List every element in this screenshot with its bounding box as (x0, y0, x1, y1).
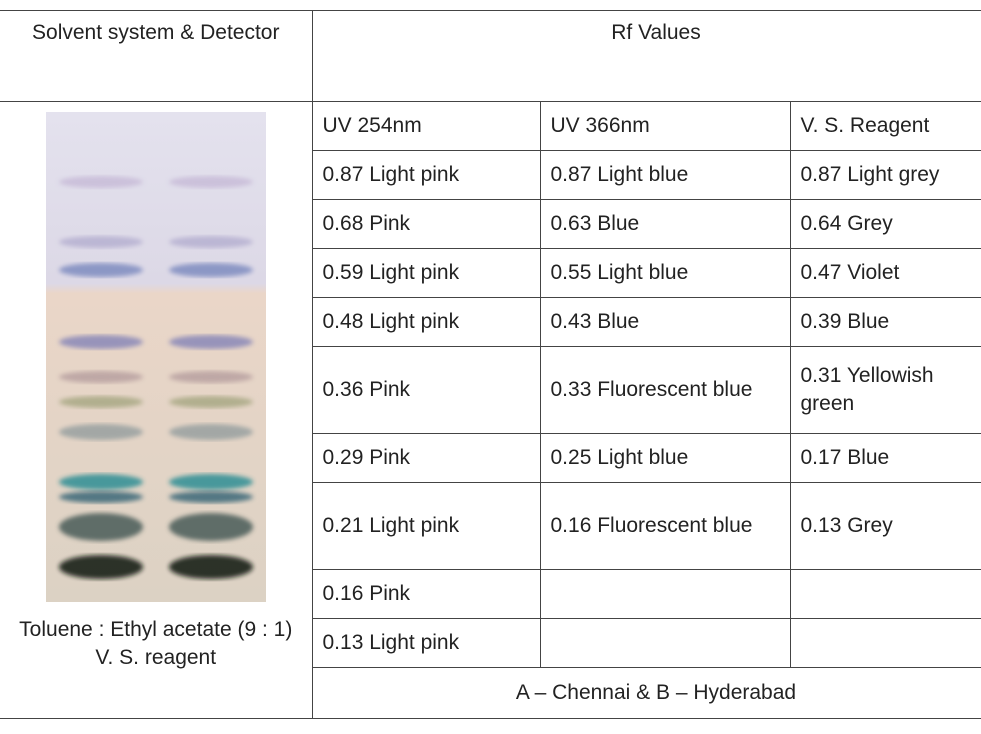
table-cell: 0.64 Grey (790, 200, 981, 249)
band (59, 335, 143, 349)
band (59, 371, 143, 383)
band (169, 491, 253, 503)
table-cell: V. S. Reagent (790, 102, 981, 151)
band (169, 335, 253, 349)
band (169, 555, 253, 579)
table-cell: 0.87 Light grey (790, 151, 981, 200)
table-cell: 0.29 Pink (312, 434, 540, 483)
cell-text: 0.21 Light pink (323, 514, 460, 537)
table-cell: 0.13 Light pink (312, 619, 540, 668)
caption: Toluene : Ethyl acetate (9 : 1)V. S. rea… (4, 616, 308, 672)
table-cell: 0.13 Grey (790, 483, 981, 570)
cell-text: 0.47 Violet (801, 261, 900, 284)
band (59, 176, 143, 188)
caption-line: Toluene : Ethyl acetate (9 : 1) (4, 616, 308, 644)
header-text: Solvent system & Detector (32, 21, 279, 44)
header-text: Rf Values (611, 21, 701, 44)
tlc-plate (46, 112, 266, 602)
band (169, 176, 253, 188)
band (59, 491, 143, 503)
table-cell: 0.43 Blue (540, 298, 790, 347)
cell-text: UV 254nm (323, 114, 422, 137)
table-cell: 0.16 Pink (312, 570, 540, 619)
band (59, 263, 143, 277)
table-cell: 0.55 Light blue (540, 249, 790, 298)
table-cell: 0.36 Pink (312, 347, 540, 434)
cell-text: 0.55 Light blue (551, 261, 689, 284)
table-cell (540, 619, 790, 668)
cell-text: 0.29 Pink (323, 446, 411, 469)
cell-text: 0.16 Fluorescent blue (551, 514, 753, 537)
cell-text: 0.64 Grey (801, 212, 893, 235)
table-cell: 0.39 Blue (790, 298, 981, 347)
table-cell: 0.21 Light pink (312, 483, 540, 570)
table-cell: 0.16 Fluorescent blue (540, 483, 790, 570)
table-cell: 0.59 Light pink (312, 249, 540, 298)
cell-text: UV 366nm (551, 114, 650, 137)
subheader-row: Toluene : Ethyl acetate (9 : 1)V. S. rea… (0, 102, 981, 151)
cell-text: 0.31 Yellowish green (801, 364, 934, 415)
cell-text: 0.87 Light blue (551, 163, 689, 186)
table-cell: 0.87 Light blue (540, 151, 790, 200)
cell-text: 0.43 Blue (551, 310, 640, 333)
footer-text: A – Chennai & B – Hyderabad (516, 681, 796, 704)
table-cell: 0.33 Fluorescent blue (540, 347, 790, 434)
table-cell (790, 570, 981, 619)
table-cell: 0.31 Yellowish green (790, 347, 981, 434)
band (169, 424, 253, 440)
cell-text: 0.13 Light pink (323, 631, 460, 654)
plate-cell: Toluene : Ethyl acetate (9 : 1)V. S. rea… (0, 102, 312, 719)
page: Solvent system & Detector Rf Values Tolu… (0, 0, 981, 734)
cell-text: 0.59 Light pink (323, 261, 460, 284)
table-cell: 0.17 Blue (790, 434, 981, 483)
cell-text: V. S. Reagent (801, 114, 930, 137)
cell-text: 0.36 Pink (323, 378, 411, 401)
table-cell (790, 619, 981, 668)
header-cell: Solvent system & Detector (0, 11, 312, 102)
band (169, 263, 253, 277)
band (59, 555, 143, 579)
band (59, 474, 143, 490)
cell-text: 0.16 Pink (323, 582, 411, 605)
cell-text: 0.33 Fluorescent blue (551, 378, 753, 401)
cell-text: 0.87 Light grey (801, 163, 940, 186)
table-cell: UV 366nm (540, 102, 790, 151)
cell-text: 0.39 Blue (801, 310, 890, 333)
band (59, 396, 143, 408)
footer-cell: A – Chennai & B – Hyderabad (312, 668, 981, 719)
band (59, 513, 143, 541)
band (59, 424, 143, 440)
cell-text: 0.13 Grey (801, 514, 893, 537)
caption-line: V. S. reagent (4, 644, 308, 672)
header-row: Solvent system & Detector Rf Values (0, 11, 981, 102)
rf-table: Solvent system & Detector Rf Values Tolu… (0, 10, 981, 719)
cell-text: 0.17 Blue (801, 446, 890, 469)
table-cell: 0.47 Violet (790, 249, 981, 298)
header-cell: Rf Values (312, 11, 981, 102)
cell-text: 0.25 Light blue (551, 446, 689, 469)
cell-text: 0.68 Pink (323, 212, 411, 235)
band (169, 474, 253, 490)
cell-text: 0.48 Light pink (323, 310, 460, 333)
cell-text: 0.63 Blue (551, 212, 640, 235)
band (169, 396, 253, 408)
table-cell: 0.63 Blue (540, 200, 790, 249)
table-cell: UV 254nm (312, 102, 540, 151)
band (169, 513, 253, 541)
table-cell: 0.25 Light blue (540, 434, 790, 483)
band (59, 236, 143, 248)
table-cell: 0.87 Light pink (312, 151, 540, 200)
table-cell (540, 570, 790, 619)
band (169, 371, 253, 383)
cell-text: 0.87 Light pink (323, 163, 460, 186)
table-cell: 0.68 Pink (312, 200, 540, 249)
band (169, 236, 253, 248)
table-cell: 0.48 Light pink (312, 298, 540, 347)
